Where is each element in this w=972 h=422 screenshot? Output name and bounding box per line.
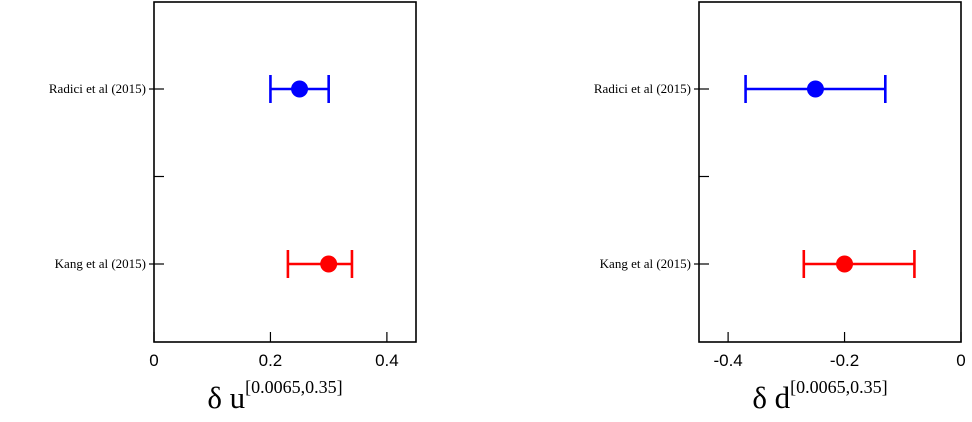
x-axis-label-superscript: [0.0065,0.35] bbox=[790, 377, 888, 397]
x-axis-label: δ d[0.0065,0.35] bbox=[752, 377, 887, 415]
plot-frame bbox=[698, 1, 962, 343]
x-tick-label: 0 bbox=[149, 351, 158, 370]
x-tick-label: 0 bbox=[956, 351, 965, 370]
x-axis-label-main: δ u bbox=[207, 380, 245, 415]
data-point-group bbox=[269, 75, 330, 103]
plot-frame bbox=[153, 1, 417, 343]
data-point bbox=[291, 80, 309, 98]
x-axis-label-main: δ d bbox=[752, 380, 790, 415]
y-tick-label: Radici et al (2015) bbox=[49, 81, 146, 96]
data-point-group bbox=[802, 250, 916, 278]
x-tick-label: -0.4 bbox=[713, 351, 742, 370]
data-point-group bbox=[744, 75, 887, 103]
chart-panel-2: Radici et al (2015) Kang et al (2015) -0.4… bbox=[594, 1, 966, 415]
chart-panel-1: Radici et al (2015) Kang et al (2015) 0 0.2… bbox=[49, 1, 417, 415]
x-tick-label: 0.4 bbox=[375, 351, 399, 370]
data-point-group bbox=[286, 250, 354, 278]
x-axis-label: δ u[0.0065,0.35] bbox=[207, 377, 342, 415]
x-tick-label: -0.2 bbox=[830, 351, 859, 370]
y-tick-label: Kang et al (2015) bbox=[55, 256, 146, 271]
y-tick-label: Kang et al (2015) bbox=[600, 256, 691, 271]
y-tick-label: Radici et al (2015) bbox=[594, 81, 691, 96]
x-tick-label: 0.2 bbox=[259, 351, 283, 370]
data-point bbox=[320, 255, 338, 273]
x-axis-label-superscript: [0.0065,0.35] bbox=[245, 377, 343, 397]
data-point bbox=[806, 80, 824, 98]
data-point bbox=[836, 255, 854, 273]
